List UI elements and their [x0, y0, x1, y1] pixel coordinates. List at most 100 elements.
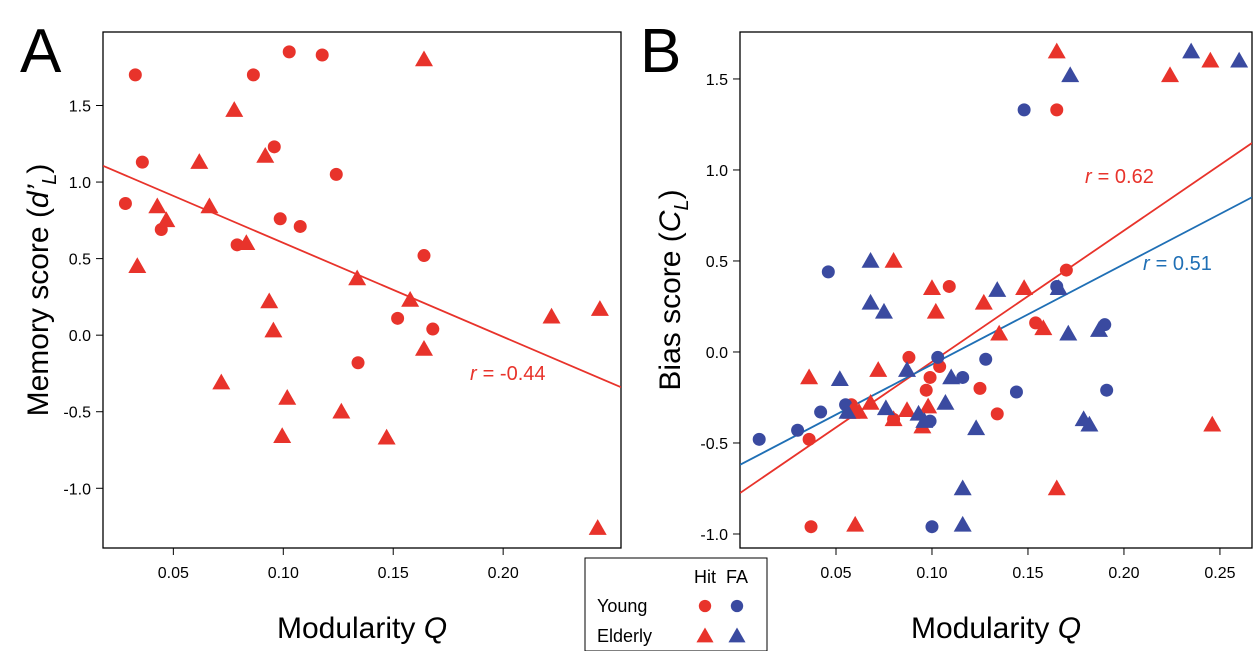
- point: [923, 370, 937, 384]
- point: [315, 48, 329, 62]
- point: [846, 515, 865, 532]
- legend-row: Young: [597, 596, 647, 616]
- point: [974, 293, 993, 310]
- y-label-part: ): [22, 164, 55, 174]
- annotation-text: = -0.44: [483, 363, 546, 385]
- point: [1182, 42, 1201, 59]
- legend-marker: [730, 599, 744, 613]
- point: [351, 356, 365, 370]
- point: [821, 265, 835, 279]
- annotation-symbol: r: [470, 363, 478, 385]
- point: [1034, 319, 1053, 336]
- point: [135, 155, 149, 169]
- x-tick-label: 0.05: [820, 565, 851, 582]
- y-label-part: Memory score (: [22, 208, 55, 416]
- point: [426, 322, 440, 336]
- point: [990, 324, 1009, 341]
- point: [869, 361, 888, 377]
- point: [1100, 383, 1114, 397]
- point: [264, 321, 283, 338]
- point: [377, 428, 396, 445]
- point: [752, 432, 766, 446]
- y-label-part: C: [654, 210, 687, 232]
- point: [990, 407, 1004, 421]
- point: [1029, 316, 1043, 330]
- annotation-symbol: r: [1085, 166, 1093, 188]
- y-tick-label: 0.5: [69, 252, 91, 269]
- point: [967, 419, 986, 436]
- legend-row: Elderly: [597, 626, 652, 646]
- point: [348, 269, 367, 286]
- x-tick-label: 0.20: [1108, 565, 1139, 582]
- y-label-part: d’: [22, 183, 55, 208]
- point: [838, 403, 857, 419]
- point: [791, 423, 805, 437]
- point: [953, 479, 972, 496]
- y-label-part: Bias score (: [654, 232, 687, 390]
- point: [814, 405, 828, 419]
- point: [898, 361, 917, 377]
- y-tick-label: 1.5: [706, 72, 728, 89]
- point: [1017, 103, 1031, 117]
- point: [282, 45, 296, 59]
- point: [874, 302, 893, 319]
- legend-marker: [696, 627, 714, 643]
- point: [922, 279, 941, 296]
- y-tick-label: 1.0: [706, 163, 728, 180]
- point: [979, 352, 993, 366]
- y-tick-label: 0.0: [69, 328, 91, 345]
- y-label-part: L: [671, 199, 693, 210]
- point: [415, 50, 434, 67]
- point: [246, 68, 260, 82]
- point: [542, 307, 561, 324]
- point: [931, 350, 945, 364]
- point: [919, 383, 933, 397]
- y-tick-label: 0.5: [706, 254, 728, 271]
- point: [942, 279, 956, 293]
- point: [332, 402, 351, 419]
- point: [876, 399, 895, 416]
- x-tick-label: 0.05: [158, 565, 189, 582]
- point: [830, 370, 849, 387]
- annotation-symbol: r: [1143, 253, 1151, 275]
- panel-label: A: [20, 17, 62, 86]
- point: [800, 368, 819, 385]
- point: [988, 281, 1007, 297]
- point: [861, 251, 880, 268]
- point: [850, 403, 869, 419]
- point: [898, 401, 917, 417]
- x-label-part: Modularity: [911, 612, 1058, 645]
- y-axis-label: Memory score (d’L): [22, 164, 61, 417]
- fit-line: [740, 142, 1252, 494]
- point: [1061, 66, 1080, 83]
- point: [953, 515, 972, 532]
- point: [1050, 103, 1064, 117]
- x-label-part: Modularity: [277, 612, 424, 645]
- point: [804, 520, 818, 534]
- y-axis-label: Bias score (CL): [654, 189, 693, 390]
- panel-label: B: [640, 17, 681, 86]
- point: [417, 249, 431, 263]
- legend-column: Hit: [694, 567, 716, 587]
- point: [1203, 415, 1222, 432]
- point: [273, 212, 287, 226]
- point: [1230, 51, 1249, 68]
- x-label-part: Q: [1058, 612, 1081, 645]
- point: [128, 68, 142, 82]
- y-label-part: ): [654, 189, 687, 199]
- fit-annotation: r = -0.44: [470, 363, 546, 385]
- point: [802, 432, 816, 446]
- plot-frame: [102, 31, 622, 549]
- legend-marker: [728, 627, 746, 643]
- point: [212, 373, 231, 390]
- point: [925, 520, 939, 534]
- point: [915, 412, 934, 428]
- point: [118, 196, 132, 210]
- point: [1059, 263, 1073, 277]
- y-tick-label: -0.5: [700, 436, 728, 453]
- x-axis-label: Modularity Q: [911, 612, 1081, 645]
- fit-line: [103, 164, 621, 389]
- point: [391, 311, 405, 325]
- y-tick-label: 1.5: [69, 98, 91, 115]
